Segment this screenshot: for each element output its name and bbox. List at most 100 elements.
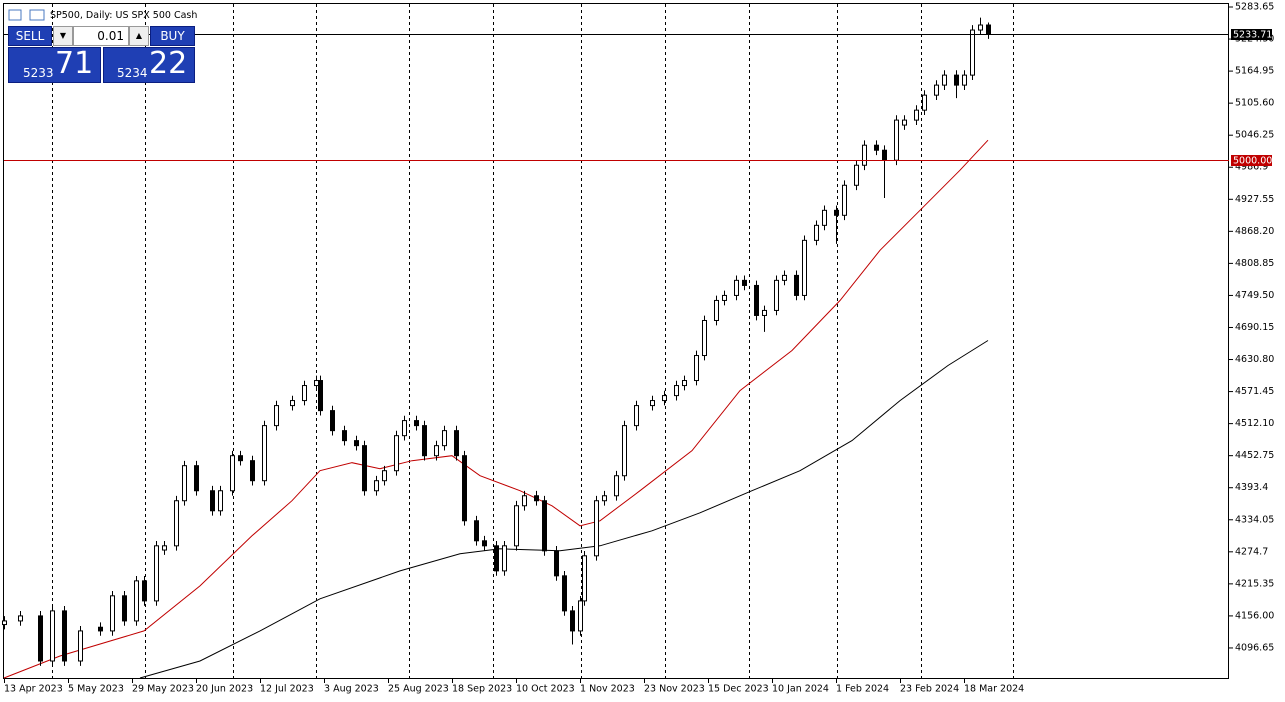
candle-body — [262, 425, 267, 482]
candle-body — [754, 284, 759, 316]
y-tick-label: 4215.35 — [1235, 578, 1274, 589]
sell-button[interactable]: SELL — [8, 26, 52, 46]
candle-body — [382, 470, 387, 482]
candle-body — [650, 400, 655, 407]
price-label: 5233.71 — [1233, 30, 1272, 41]
candle-body — [314, 380, 319, 387]
candle-body — [854, 164, 859, 186]
candle-body — [454, 430, 459, 457]
y-tick-label: 4452.75 — [1235, 450, 1274, 461]
moving-average — [139, 340, 989, 679]
candle-body — [554, 550, 559, 577]
y-tick-label: 4156.00 — [1235, 610, 1274, 621]
candle-body — [462, 455, 467, 522]
candle-body — [78, 630, 83, 662]
candle-body — [362, 445, 367, 492]
candle-body — [742, 279, 747, 286]
candle-body — [882, 149, 887, 161]
candle-body — [894, 119, 899, 161]
candle-body — [302, 385, 307, 402]
y-tick-label: 4630.80 — [1235, 354, 1274, 365]
candle-body — [594, 500, 599, 557]
candle-body — [394, 435, 399, 472]
candle-body — [734, 279, 739, 296]
x-tick-label: 25 Aug 2023 — [388, 684, 449, 695]
candle-body — [182, 465, 187, 502]
x-tick-label: 18 Mar 2024 — [964, 684, 1024, 695]
icon — [8, 9, 22, 21]
candle-body — [342, 430, 347, 442]
candle-body — [902, 119, 907, 126]
moving-average — [3, 139, 989, 679]
x-tick-label: 1 Nov 2023 — [580, 684, 635, 695]
y-tick-label: 4334.05 — [1235, 514, 1274, 525]
candle-body — [434, 445, 439, 457]
lot-down[interactable]: ▼ — [53, 26, 73, 46]
candle-body — [694, 355, 699, 382]
candle-body — [614, 475, 619, 497]
buy-price[interactable]: 5234 22 — [103, 46, 195, 83]
y-tick-label: 4690.15 — [1235, 322, 1274, 333]
candle-body — [474, 520, 479, 542]
y-tick-label: 5164.95 — [1235, 66, 1274, 77]
candle-body — [578, 600, 583, 632]
candle-body — [218, 490, 223, 512]
candle-body — [162, 545, 167, 551]
y-tick-label: 5046.25 — [1235, 130, 1274, 141]
candle-body — [238, 455, 243, 462]
candle-body — [2, 620, 7, 626]
candle-body — [674, 385, 679, 397]
sell-price[interactable]: 5233 71 — [8, 46, 101, 83]
x-tick-label: 3 Aug 2023 — [324, 684, 379, 695]
candle-body — [18, 615, 23, 622]
candle-body — [934, 84, 939, 96]
candle-body — [274, 405, 279, 427]
candle-body — [514, 505, 519, 547]
buy-price-small: 22 — [149, 46, 188, 81]
candle-body — [194, 465, 199, 492]
candle-body — [794, 274, 799, 296]
candle-body — [122, 595, 127, 622]
candle-body — [986, 24, 991, 35]
sell-price-small: 71 — [55, 46, 94, 81]
candle-body — [422, 425, 427, 457]
candle-body — [802, 239, 807, 296]
icon — [29, 9, 45, 21]
plot-frame — [3, 3, 1229, 679]
x-tick-label: 5 May 2023 — [68, 684, 124, 695]
y-tick-label: 5283.65 — [1235, 2, 1274, 13]
candle-body — [914, 109, 919, 121]
candle-body — [814, 224, 819, 241]
candle-body — [154, 545, 159, 602]
candle-body — [602, 495, 607, 502]
buy-button[interactable]: BUY — [150, 26, 195, 46]
x-tick-label: 20 Jun 2023 — [196, 684, 253, 695]
x-tick-label: 1 Feb 2024 — [836, 684, 889, 695]
candle-body — [134, 580, 139, 622]
lot-input[interactable]: 0.01 — [73, 26, 129, 46]
lot-up[interactable]: ▲ — [129, 26, 149, 46]
candle-body — [250, 460, 255, 482]
candle-body — [230, 455, 235, 492]
x-tick-label: 12 Jul 2023 — [260, 684, 314, 695]
y-tick-label: 4274.7 — [1235, 546, 1268, 557]
candle-body — [714, 299, 719, 321]
candle-body — [50, 610, 55, 662]
candle-body — [874, 144, 879, 151]
y-tick-label: 5105.60 — [1235, 98, 1274, 109]
x-tick-label: 13 Apr 2023 — [4, 684, 63, 695]
candle-body — [174, 500, 179, 547]
candle-body — [582, 555, 587, 602]
candle-body — [762, 309, 767, 316]
candle-body — [414, 420, 419, 427]
candle-body — [978, 24, 983, 31]
candle-body — [110, 595, 115, 632]
candle-body — [290, 400, 295, 407]
y-tick-label: 4749.50 — [1235, 290, 1274, 301]
candle-body — [862, 144, 867, 166]
candle-body — [842, 184, 847, 216]
candle-body — [942, 74, 947, 86]
candle-body — [662, 395, 667, 402]
candle-body — [922, 94, 927, 111]
